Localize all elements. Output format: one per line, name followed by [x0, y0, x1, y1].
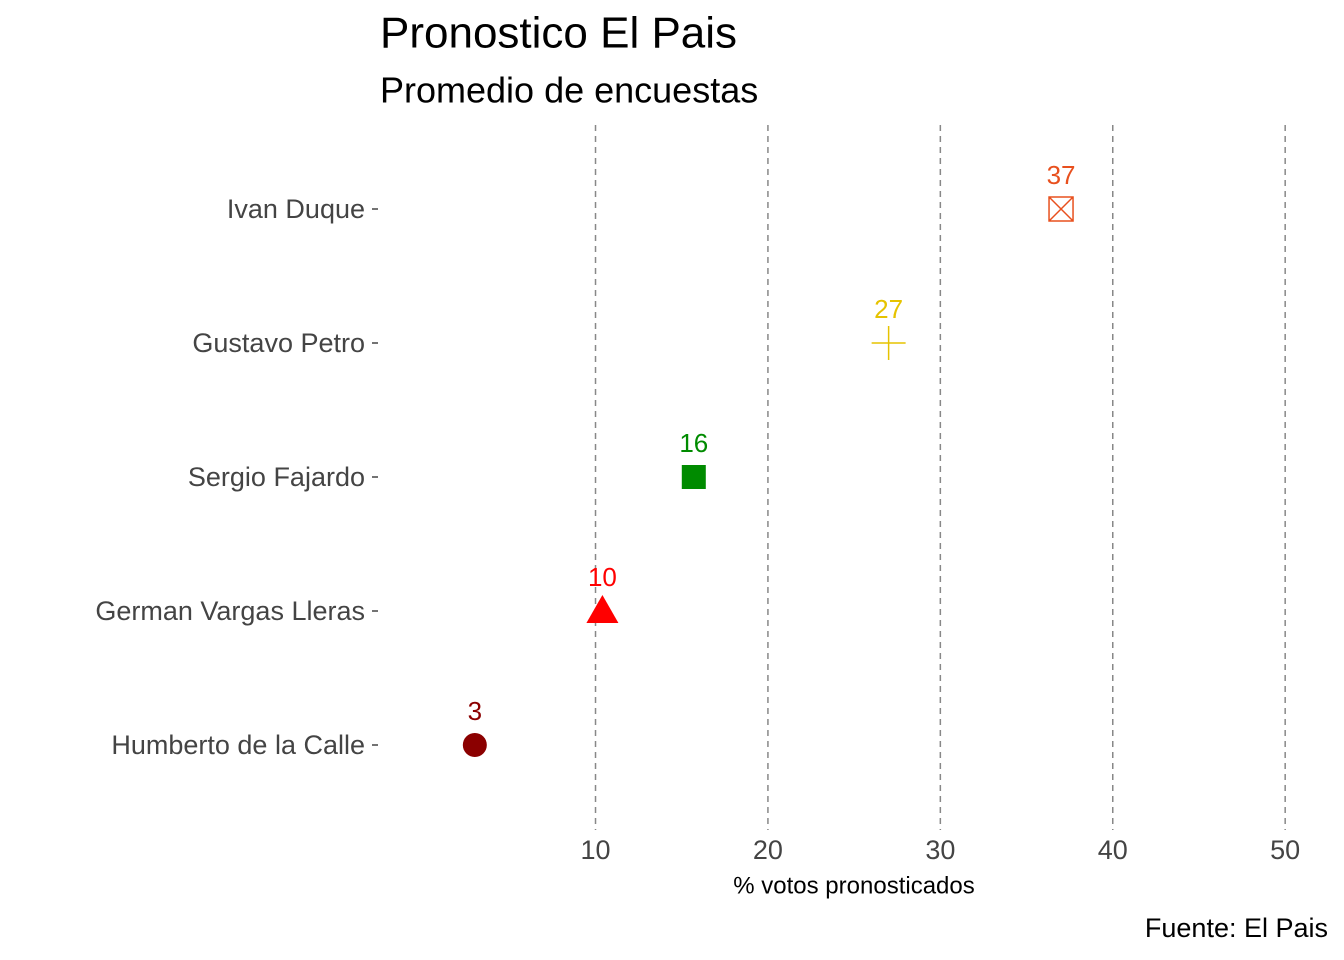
y-tick-label: Gustavo Petro: [192, 328, 365, 358]
data-label: 27: [874, 294, 903, 324]
data-label: 16: [679, 428, 708, 458]
point: [681, 465, 706, 489]
y-tick-label: Sergio Fajardo: [188, 462, 365, 492]
y-tick-label: German Vargas Lleras: [95, 596, 365, 626]
caption: Fuente: El Pais: [1145, 913, 1328, 943]
point: [871, 326, 906, 360]
x-tick-label: 20: [753, 835, 783, 865]
chart-subtitle: Promedio de encuestas: [380, 70, 758, 111]
x-tick-label: 10: [580, 835, 610, 865]
data-label: 3: [468, 696, 482, 726]
x-tick-label: 30: [925, 835, 955, 865]
x-axis-label: % votos pronosticados: [733, 872, 974, 899]
data-label: 37: [1047, 160, 1076, 190]
x-tick-label: 40: [1098, 835, 1128, 865]
point: [586, 595, 619, 623]
y-tick-label: Ivan Duque: [227, 194, 365, 224]
data-label: 10: [588, 562, 617, 592]
y-tick-label: Humberto de la Calle: [111, 730, 365, 760]
point: [462, 733, 487, 757]
point: [1048, 196, 1074, 222]
chart-title: Pronostico El Pais: [380, 9, 737, 58]
x-tick-label: 50: [1270, 835, 1300, 865]
